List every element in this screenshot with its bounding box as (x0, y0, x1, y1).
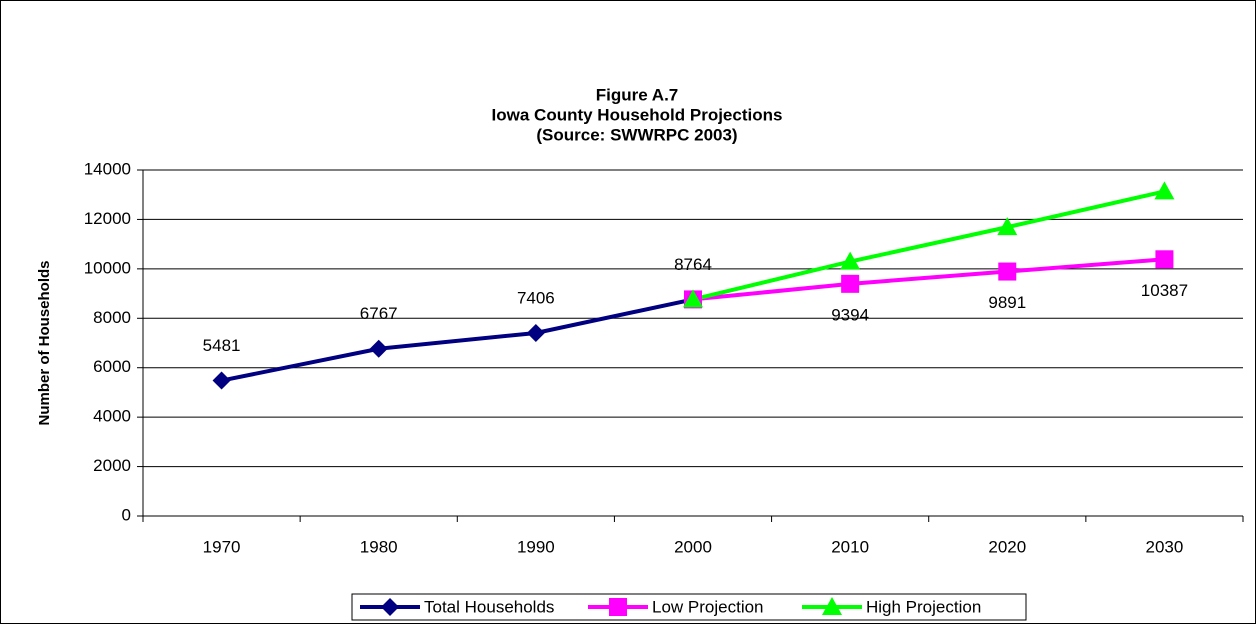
chart-title: Figure A.7 (596, 85, 679, 104)
data-label: 5481 (203, 336, 241, 355)
chart-title: (Source: SWWRPC 2003) (536, 125, 737, 144)
legend-box (351, 593, 1027, 621)
legend-label: Total Households (424, 597, 554, 616)
x-tick-label: 2020 (988, 537, 1026, 556)
line (692, 257, 1165, 302)
y-tick-label: 12000 (84, 209, 131, 228)
marker (998, 262, 1017, 281)
x-tick-label: 1970 (203, 537, 241, 556)
marker (683, 289, 703, 308)
line (221, 297, 694, 383)
marker (841, 274, 860, 293)
marker (381, 598, 399, 616)
data-label: 9891 (988, 293, 1026, 312)
marker (822, 597, 842, 615)
marker (1154, 181, 1175, 200)
y-tick-label: 14000 (84, 159, 131, 178)
x-tick-label: 2000 (674, 537, 712, 556)
x-tick-label: 2010 (831, 537, 869, 556)
marker (609, 598, 627, 616)
marker (369, 339, 388, 358)
marker (212, 371, 231, 390)
marker (840, 251, 861, 270)
x-tick-label: 1990 (517, 537, 555, 556)
y-axis-label: Number of Households (36, 260, 53, 425)
y-tick-label: 0 (122, 505, 131, 524)
x-tick-label: 2030 (1146, 537, 1184, 556)
legend-label: Low Projection (652, 597, 764, 616)
data-label: 7406 (517, 288, 555, 307)
y-tick-label: 6000 (93, 357, 131, 376)
y-tick-label: 8000 (93, 308, 131, 327)
marker (1155, 250, 1174, 269)
data-label: 6767 (360, 304, 398, 323)
marker (526, 323, 545, 342)
y-tick-label: 4000 (93, 407, 131, 426)
y-tick-label: 10000 (84, 258, 131, 277)
marker (997, 217, 1018, 236)
data-label: 9394 (831, 305, 869, 324)
line (692, 189, 1165, 302)
legend-label: High Projection (866, 597, 981, 616)
data-label: 8764 (674, 255, 712, 274)
x-tick-label: 1980 (360, 537, 398, 556)
chart-title: Iowa County Household Projections (492, 105, 783, 124)
y-tick-label: 2000 (93, 456, 131, 475)
data-label: 10387 (1141, 281, 1188, 300)
